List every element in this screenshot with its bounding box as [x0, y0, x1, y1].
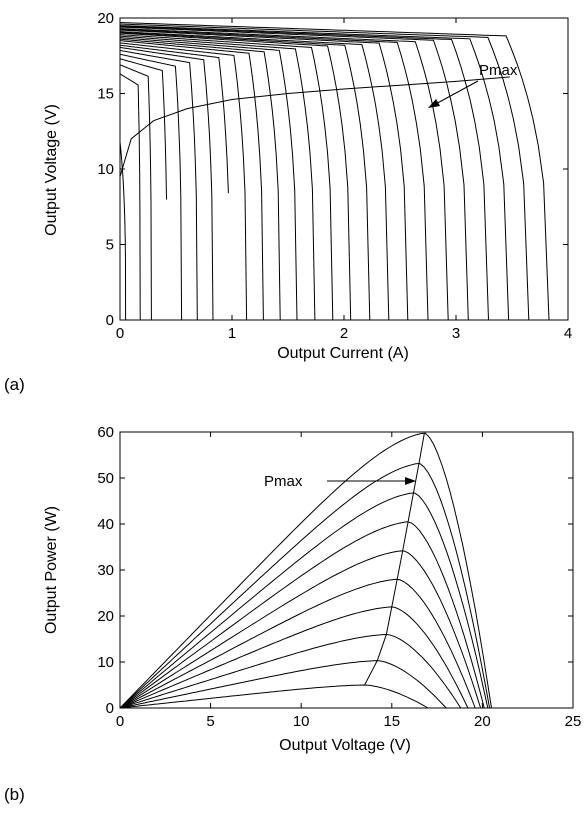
pmax-line [364, 432, 425, 686]
iv-curve [119, 50, 198, 321]
iv-curve [119, 25, 510, 321]
b-y-tick-label: 30 [97, 562, 114, 579]
iv-curve [119, 29, 409, 321]
pv-curve [119, 684, 429, 709]
panel-label-b: (b) [4, 785, 25, 804]
pv-curve [119, 550, 482, 709]
panel-a: 0 1 2 3 4 0 5 10 15 20 Output Current (A) Output … [4, 10, 572, 394]
iv-curve [119, 31, 371, 321]
b-x-tick-label: 15 [383, 713, 400, 730]
pv-curve [119, 578, 476, 709]
a-y-tick-label: 10 [97, 161, 114, 178]
iv-curve [119, 73, 141, 321]
plot-frame [119, 431, 574, 709]
pmax-arrow-line [431, 80, 479, 107]
b-y-tick-label: 10 [97, 654, 114, 671]
iv-curve [119, 37, 298, 321]
pv-curves [119, 432, 492, 709]
iv-curve [119, 25, 489, 321]
x-axis-label: Output Voltage (V) [279, 737, 411, 754]
iv-curve [119, 32, 352, 321]
b-y-tick-label: 20 [97, 608, 114, 625]
iv-curve [119, 31, 390, 321]
pmax-arrow-head [428, 99, 440, 108]
pmax-annotation: Pmax [264, 473, 303, 490]
iv-curve [119, 42, 248, 321]
pv-curve [119, 492, 489, 709]
a-y-tick-label: 15 [97, 86, 114, 103]
pmax-curve [364, 432, 425, 686]
pv-curve [119, 606, 469, 709]
pmax-line [119, 76, 510, 177]
iv-curve [119, 53, 183, 321]
iv-curve [119, 46, 214, 321]
b-x-tick-label: 5 [206, 713, 214, 730]
b-y-tick-label: 0 [106, 700, 114, 717]
panel-b: 0 5 10 15 20 25 0 10 20 30 40 50 60 Output Voltage (… [4, 424, 581, 804]
x-axis-label: Output Current (A) [277, 345, 409, 362]
a-y-tick-label: 0 [106, 312, 114, 329]
pv-curve [119, 462, 491, 709]
axis-ticks: 0 5 10 15 20 25 0 10 20 30 40 50 60 [97, 424, 581, 730]
b-x-tick-label: 25 [565, 713, 582, 730]
pmax-arrow-head [405, 477, 416, 485]
b-x-tick-label: 0 [116, 713, 124, 730]
iv-curve [119, 141, 127, 321]
a-x-tick-label: 0 [116, 325, 124, 342]
panel-label-a: (a) [4, 375, 25, 394]
iv-curve [119, 58, 167, 200]
iv-curve [119, 22, 550, 321]
iv-curve [119, 64, 152, 321]
pv-curve [119, 660, 447, 709]
pv-curve [119, 521, 485, 709]
a-y-tick-label: 5 [106, 237, 114, 254]
axis-ticks: 0 1 2 3 4 0 5 10 15 20 [97, 10, 572, 342]
pv-curve [119, 633, 462, 709]
a-x-tick-label: 2 [340, 325, 348, 342]
a-x-tick-label: 3 [452, 325, 460, 342]
b-y-tick-label: 60 [97, 424, 114, 441]
a-y-tick-label: 20 [97, 10, 114, 27]
pv-curve [119, 432, 492, 709]
pmax-curve [119, 76, 510, 177]
a-x-tick-label: 4 [564, 325, 572, 342]
iv-curve [119, 26, 469, 321]
y-axis-label: Output Voltage (V) [43, 104, 60, 236]
iv-curve [119, 28, 449, 321]
iv-curve [119, 35, 316, 321]
iv-curves [119, 22, 550, 321]
iv-curve [119, 44, 229, 194]
iv-curve [119, 40, 264, 321]
iv-curve [119, 34, 334, 321]
b-x-tick-label: 10 [293, 713, 310, 730]
iv-curve [119, 38, 281, 321]
b-x-tick-label: 20 [474, 713, 491, 730]
b-y-tick-label: 50 [97, 470, 114, 487]
iv-curve [119, 28, 429, 321]
a-x-tick-label: 1 [228, 325, 236, 342]
b-y-tick-label: 40 [97, 516, 114, 533]
pmax-annotation: Pmax [479, 62, 518, 79]
y-axis-label: Output Power (W) [43, 506, 60, 634]
iv-curve [119, 23, 530, 321]
